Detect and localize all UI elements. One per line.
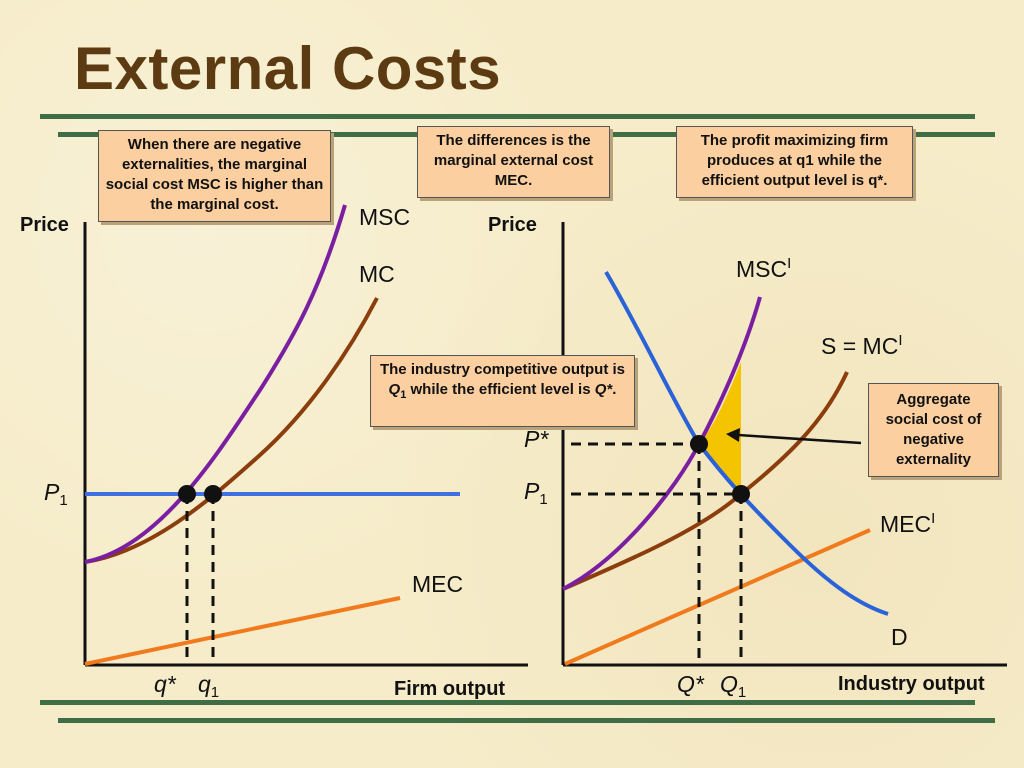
firm-mc-curve xyxy=(84,297,379,564)
firm-msc-curve xyxy=(84,204,347,564)
industry-y-axis-label: Price xyxy=(488,214,537,236)
industry-q1-label: Q1 xyxy=(720,671,746,701)
firm-q1-label: q1 xyxy=(198,671,219,701)
industry-mec-curve xyxy=(564,528,871,666)
firm-p1-label: P1 xyxy=(44,479,68,509)
industry-p1-label: P1 xyxy=(524,478,548,508)
industry-s-mc-label: S = MCI xyxy=(821,332,903,359)
firm-mec-label: MEC xyxy=(412,571,463,597)
bottom-rule-2 xyxy=(58,718,995,723)
industry-note-text-2: while the efficient level is xyxy=(406,381,595,398)
bottom-rule-1 xyxy=(40,700,975,705)
aggregate-social-cost-area xyxy=(699,362,741,494)
industry-note-sub: 1 xyxy=(400,389,407,401)
industry-demand-curve xyxy=(604,270,889,616)
firm-panel: Price Firm output MSC MC MEC P1 q* q1 xyxy=(20,204,528,701)
industry-note-q-star: Q* xyxy=(594,381,613,398)
industry-q-star-label: Q* xyxy=(677,671,705,697)
industry-demand-label: D xyxy=(891,624,908,650)
firm-x-axis-label: Firm output xyxy=(394,678,505,700)
industry-x-axis-label: Industry output xyxy=(838,673,985,695)
firm-mec-curve xyxy=(84,596,401,666)
note-industry-output: The industry competitive output is Q1 wh… xyxy=(370,355,635,427)
industry-note-q: Q xyxy=(388,381,401,398)
top-rule-1 xyxy=(40,114,975,119)
firm-y-axis-label: Price xyxy=(20,214,69,236)
industry-note-text-3: . xyxy=(612,381,617,398)
industry-competitive-point xyxy=(732,485,750,503)
industry-mec-label: MECI xyxy=(880,510,935,537)
industry-note-text-1: The industry competitive output is xyxy=(379,361,626,378)
firm-mc-intersection-point xyxy=(204,485,222,503)
industry-efficient-point xyxy=(690,435,708,453)
industry-p-star-label: P* xyxy=(524,426,549,452)
aggregate-pointer-arrow xyxy=(737,433,862,445)
firm-msc-label: MSC xyxy=(359,204,410,230)
note-aggregate-social-cost: Aggregate social cost of negative extern… xyxy=(868,383,999,477)
note-profit-maximizing: The profit maximizing firm produces at q… xyxy=(676,126,913,198)
firm-q-star-label: q* xyxy=(154,671,177,697)
note-marginal-external-cost: The differences is the marginal external… xyxy=(417,126,610,198)
firm-mc-label: MC xyxy=(359,261,395,287)
note-negative-externalities: When there are negative externalities, t… xyxy=(98,130,331,222)
firm-msc-intersection-point xyxy=(178,485,196,503)
industry-msc-label: MSCI xyxy=(736,255,791,282)
industry-panel: Price Industry output MSCI S = MCI MECI … xyxy=(488,214,1007,701)
arrow-head-icon xyxy=(726,428,740,442)
slide-title: External Costs xyxy=(74,35,502,102)
